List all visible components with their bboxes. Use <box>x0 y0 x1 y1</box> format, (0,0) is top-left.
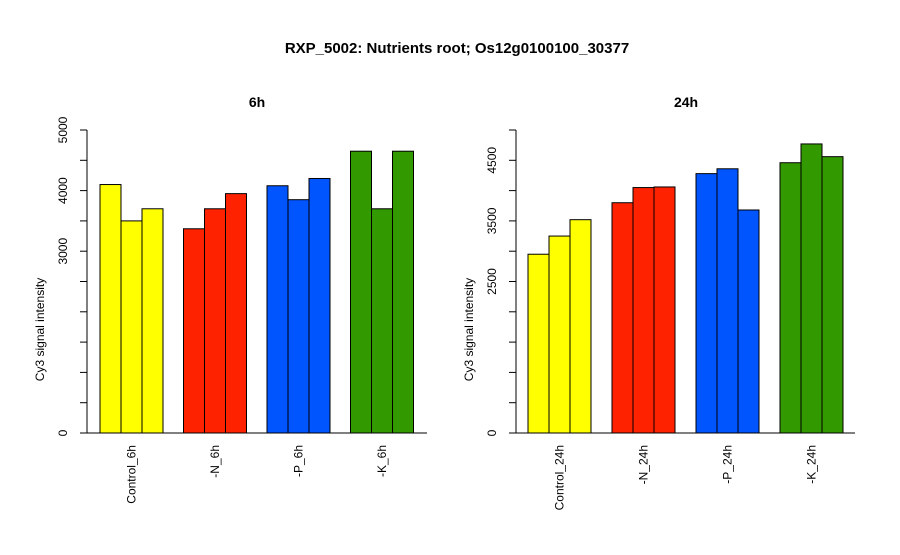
x-tick-label: -N_6h <box>208 445 222 478</box>
chart-panel-24h: 24h Control_24h -N_24h -P_24h -K_24h 0 2500 350… <box>462 94 855 510</box>
y-tick-label: 2500 <box>485 268 499 295</box>
bar--P_24h-2 <box>716 168 739 434</box>
figure-title: RXP_5002: Nutrients root; Os12g0100100_3… <box>285 40 629 57</box>
panel-title: 24h <box>674 94 698 110</box>
x-tick-label: -P_6h <box>292 445 306 477</box>
bar--K_6h-1 <box>350 150 372 434</box>
y-tick-label: 0 <box>56 429 70 436</box>
chart-panel-6h: 6h Control_6h -N_6h -P_6h -K_6h 0 3000 4000 5000… <box>33 94 427 504</box>
bar-Control_6h-1 <box>99 184 122 434</box>
x-tick-label: Control_6h <box>125 445 139 504</box>
y-tick-label: 3500 <box>485 207 499 234</box>
bar--N_6h-1 <box>183 228 205 434</box>
bar--N_24h-2 <box>632 187 655 434</box>
y-tick-label: 4000 <box>56 177 70 204</box>
y-tick-label: 5000 <box>56 116 70 143</box>
x-tick-label: -P_24h <box>721 445 735 484</box>
x-tick-label: -K_6h <box>375 445 389 477</box>
bar-Control_24h-1 <box>527 253 550 434</box>
bar--P_6h-1 <box>266 185 289 434</box>
y-tick-label: 0 <box>485 429 499 436</box>
bar--P_6h-3 <box>308 177 331 434</box>
bar-Control_24h-3 <box>569 219 592 434</box>
bar--K_24h-2 <box>800 143 823 434</box>
y-axis-label: Cy3 signal intensity <box>462 278 476 381</box>
panel-title: 6h <box>249 94 265 110</box>
y-tick-label: 4500 <box>485 147 499 174</box>
bar--K_6h-3 <box>392 150 414 434</box>
bar--N_6h-2 <box>204 208 226 434</box>
bar--P_6h-2 <box>287 199 310 434</box>
bar--P_24h-1 <box>695 173 718 434</box>
bar-Control_6h-2 <box>120 220 143 434</box>
bar--K_24h-1 <box>779 162 802 434</box>
x-tick-label: -N_24h <box>637 445 651 484</box>
bar--P_24h-3 <box>737 209 760 434</box>
bar--N_24h-1 <box>611 202 634 434</box>
y-tick-label: 3000 <box>56 238 70 265</box>
bar-Control_6h-3 <box>141 208 164 434</box>
bar--N_24h-3 <box>653 186 676 434</box>
bar--K_6h-2 <box>371 208 393 434</box>
x-tick-label: -K_24h <box>805 445 819 484</box>
bar--N_6h-3 <box>225 193 247 434</box>
y-axis-label: Cy3 signal intensity <box>33 278 47 381</box>
bar--K_24h-3 <box>821 156 844 434</box>
x-tick-label: Control_24h <box>553 445 567 510</box>
bar-Control_24h-2 <box>548 235 571 434</box>
